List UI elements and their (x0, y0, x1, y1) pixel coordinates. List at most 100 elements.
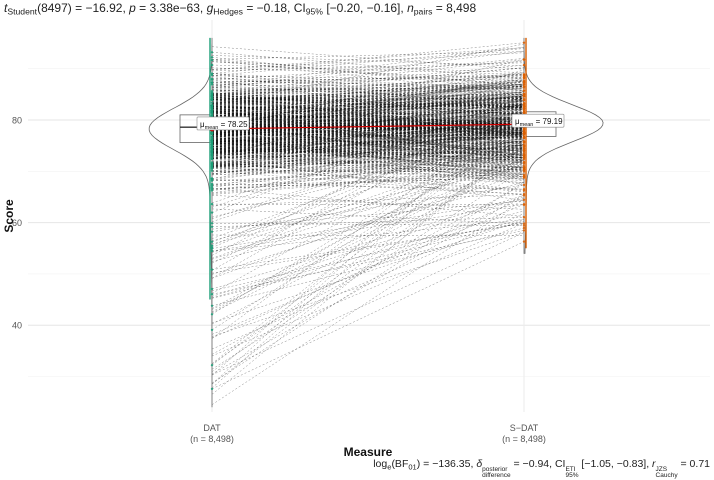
point-dat (211, 293, 213, 295)
pair-line (212, 195, 524, 209)
point-dat (211, 313, 213, 315)
point-sdat (523, 153, 525, 155)
point-sdat (523, 98, 525, 100)
x-tick-label-dat: DAT (203, 423, 221, 433)
point-sdat (523, 189, 525, 191)
point-dat (211, 97, 213, 99)
point-sdat (523, 137, 525, 139)
point-sdat (523, 174, 525, 176)
pair-line (212, 232, 524, 337)
pair-line (212, 182, 524, 383)
pair-line (212, 223, 524, 225)
point-sdat (523, 111, 525, 113)
point-dat (211, 305, 213, 307)
point-dat (211, 247, 213, 249)
point-sdat (523, 83, 525, 85)
point-dat (211, 188, 213, 190)
point-dat (211, 166, 213, 168)
point-dat (211, 79, 213, 81)
pair-line (212, 139, 524, 395)
point-dat (211, 138, 213, 140)
point-dat (211, 102, 213, 104)
point-sdat (523, 204, 525, 206)
point-dat (211, 148, 213, 150)
y-axis-label: Score (2, 199, 16, 233)
pair-line (212, 52, 524, 78)
test-statistics-header: tStudent(8497) = −16.92, p = 3.38e−63, g… (4, 1, 476, 17)
point-sdat (523, 240, 525, 242)
point-dat (211, 105, 213, 107)
pair-line (212, 211, 524, 298)
pair-line (212, 204, 524, 251)
pair-line (212, 224, 524, 270)
point-dat (211, 203, 213, 205)
point-dat (211, 109, 213, 111)
violin-sdat (524, 38, 603, 254)
x-tick-count-dat: (n = 8,498) (190, 434, 234, 444)
point-dat (211, 388, 213, 390)
point-dat (211, 250, 213, 252)
pair-line (212, 242, 524, 389)
point-dat (211, 64, 213, 66)
pair-line (212, 223, 524, 356)
pair-line (212, 204, 524, 334)
point-sdat (523, 146, 525, 148)
point-sdat (523, 106, 525, 108)
point-sdat (523, 227, 525, 229)
point-dat (211, 329, 213, 331)
point-sdat (523, 80, 525, 82)
x-axis-label: Measure (344, 445, 393, 459)
point-sdat (523, 77, 525, 79)
point-sdat (523, 199, 525, 201)
point-sdat (523, 166, 525, 168)
mean-label-sdat: μmean = 79.19 (512, 114, 564, 128)
point-sdat (523, 157, 525, 159)
point-sdat (523, 229, 525, 231)
point-sdat (523, 222, 525, 224)
point-dat (211, 156, 213, 158)
pair-line (212, 48, 524, 70)
point-sdat (523, 90, 525, 92)
point-dat (211, 59, 213, 61)
paired-lines (212, 43, 524, 405)
point-dat (211, 56, 213, 58)
pair-line (212, 157, 524, 309)
pair-line (212, 233, 524, 375)
point-sdat (523, 163, 525, 165)
point-sdat (523, 140, 525, 142)
point-dat (211, 222, 213, 224)
point-dat (211, 364, 213, 366)
point-sdat (523, 95, 525, 97)
point-sdat (523, 168, 525, 170)
point-sdat (523, 133, 525, 135)
point-dat (211, 241, 213, 243)
point-dat (211, 163, 213, 165)
point-dat (211, 72, 213, 74)
point-dat (211, 90, 213, 92)
point-dat (211, 211, 213, 213)
x-tick-label-sdat: S−DAT (510, 423, 539, 433)
y-tick-label: 40 (12, 321, 22, 331)
point-dat (211, 144, 213, 146)
point-sdat (523, 64, 525, 66)
point-sdat (523, 74, 525, 76)
pair-line (212, 76, 524, 84)
point-dat (211, 81, 213, 83)
y-tick-label: 80 (12, 116, 22, 126)
point-sdat (523, 184, 525, 186)
point-dat (211, 226, 213, 228)
point-sdat (523, 58, 525, 60)
x-tick-count-sdat: (n = 8,498) (502, 434, 546, 444)
pair-line (212, 125, 524, 366)
point-dat (211, 288, 213, 290)
point-dat (211, 178, 213, 180)
point-sdat (523, 177, 525, 179)
mean-label-dat: μmean = 78.25 (197, 117, 249, 131)
point-dat (211, 184, 213, 186)
point-dat (211, 231, 213, 233)
point-sdat (523, 42, 525, 44)
point-dat (211, 268, 213, 270)
point-dat (211, 152, 213, 154)
